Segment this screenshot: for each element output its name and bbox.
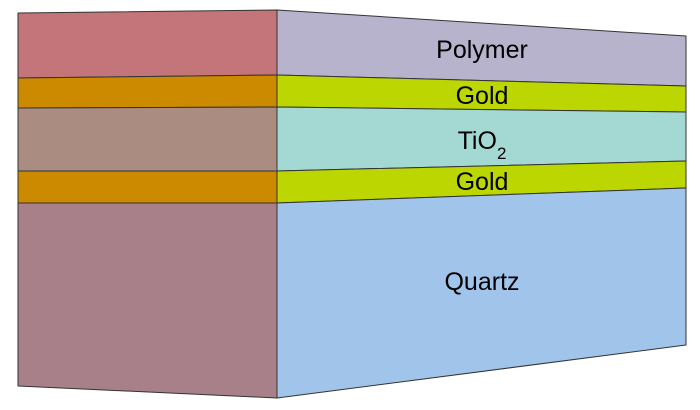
polymer-label: Polymer xyxy=(436,36,528,64)
gold-top-front-face xyxy=(17,74,278,109)
quartz-front-face xyxy=(17,202,278,399)
tio2-label: TiO2 xyxy=(458,127,507,163)
layer-quartz: Quartz xyxy=(17,187,687,399)
layer-gold-top: Gold xyxy=(17,74,687,113)
quartz-label: Quartz xyxy=(444,268,519,296)
gold-bottom-label: Gold xyxy=(456,168,509,196)
layer-tio2: TiO2 xyxy=(17,106,687,172)
layer-polymer: Polymer xyxy=(17,9,687,87)
gold-top-label: Gold xyxy=(456,82,509,110)
polymer-front-face xyxy=(17,9,278,79)
layer-gold-bottom: Gold xyxy=(17,160,687,204)
quartz-side-face xyxy=(276,187,687,399)
tio2-front-face xyxy=(17,106,278,172)
gold-bottom-front-face xyxy=(17,170,278,204)
